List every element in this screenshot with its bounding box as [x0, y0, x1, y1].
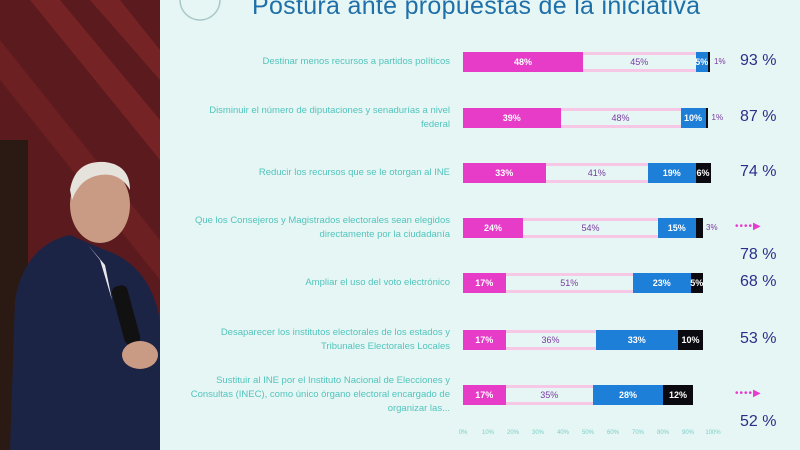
x-tick-label: 80% [656, 430, 670, 436]
category-label: Ampliar el uso del voto electrónico [305, 277, 450, 288]
category-label: Disminuir el número de diputaciones y se… [209, 105, 450, 130]
arrow-icon: ••••▶ [735, 388, 762, 399]
x-tick-label: 70% [631, 430, 645, 436]
total-label: 52 % [740, 413, 777, 430]
category-label: Reducir los recursos que se le otorgan a… [258, 167, 450, 178]
bar-segment: 15% [658, 218, 696, 238]
bar-segment: 28% [593, 385, 663, 405]
data-label: 3% [706, 223, 718, 232]
bar-segment [708, 52, 710, 72]
bar-segment: 5% [695, 52, 708, 72]
bar-segment: 39% [463, 108, 561, 128]
x-tick-label: 100% [705, 430, 721, 436]
total-label: 74 % [740, 163, 777, 180]
bar-segment: 10% [678, 330, 703, 350]
bar-segment: 6% [695, 163, 711, 183]
data-label: 1% [711, 113, 724, 122]
total-label: 53 % [740, 330, 777, 347]
x-tick-label: 40% [556, 430, 570, 436]
bar-segment: 48% [463, 52, 583, 72]
bar-segment: 41% [545, 163, 648, 183]
total-label: 68 % [740, 273, 777, 290]
arrow-icon: ••••▶ [735, 221, 762, 232]
bar-segment [695, 218, 703, 238]
total-label: 93 % [740, 52, 777, 69]
x-tick-label: 90% [681, 430, 695, 436]
bar-segment: 5% [690, 273, 703, 293]
logo-icon [179, 0, 221, 21]
category-label: Destinar menos recursos a partidos polít… [262, 56, 450, 67]
bar-segment: 54% [523, 218, 658, 238]
bar-segment: 51% [505, 273, 633, 293]
category-label: Desaparecer los institutos electorales d… [220, 327, 450, 352]
bar-segment: 23% [633, 273, 691, 293]
bar-segment: 10% [680, 108, 706, 128]
bar-segment [705, 108, 708, 128]
bar-segment: 12% [663, 385, 693, 405]
x-tick-label: 60% [606, 430, 620, 436]
bar-segment: 33% [463, 163, 546, 183]
bar-segment: 17% [463, 330, 506, 350]
bar-segment: 17% [463, 273, 506, 293]
x-tick-label: 50% [581, 430, 595, 436]
bar-segment: 17% [463, 385, 506, 405]
x-tick-label: 30% [531, 430, 545, 436]
category-label: Que los Consejeros y Magistrados elector… [194, 215, 450, 240]
total-label: 78 % [740, 246, 777, 263]
bar-segment: 48% [560, 108, 681, 128]
bar-segment: 33% [595, 330, 678, 350]
speaker-person [10, 161, 165, 450]
bar-segment: 19% [648, 163, 696, 183]
bar-segment: 35% [505, 385, 593, 405]
chart-title: Postura ante propuestas de la iniciativa [252, 0, 701, 20]
data-label: 1% [714, 57, 726, 66]
bar-segment: 36% [505, 330, 596, 350]
x-tick-label: 20% [506, 430, 520, 436]
bar-segment: 45% [583, 52, 696, 72]
x-tick-label: 10% [481, 430, 495, 436]
category-label: Sustituir al INE por el Instituto Nacion… [190, 375, 450, 414]
bar-segment: 24% [463, 218, 523, 238]
total-label: 87 % [740, 108, 777, 125]
x-tick-label: 0% [458, 430, 468, 436]
